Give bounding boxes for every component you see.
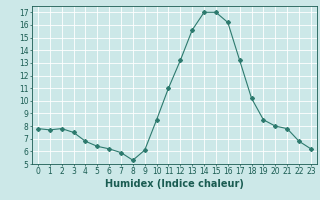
X-axis label: Humidex (Indice chaleur): Humidex (Indice chaleur) — [105, 179, 244, 189]
